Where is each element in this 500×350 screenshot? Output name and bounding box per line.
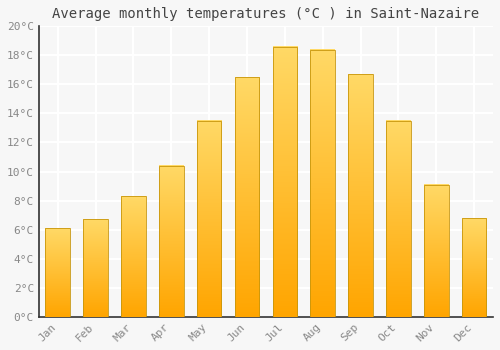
Title: Average monthly temperatures (°C ) in Saint-Nazaire: Average monthly temperatures (°C ) in Sa…: [52, 7, 480, 21]
Bar: [462, 218, 486, 317]
Bar: [121, 196, 146, 317]
Bar: [197, 121, 222, 317]
Bar: [272, 47, 297, 317]
Bar: [424, 184, 448, 317]
Bar: [348, 74, 373, 317]
Bar: [159, 166, 184, 317]
Bar: [386, 121, 410, 317]
Bar: [46, 228, 70, 317]
Bar: [84, 219, 108, 317]
Bar: [234, 77, 260, 317]
Bar: [310, 49, 335, 317]
